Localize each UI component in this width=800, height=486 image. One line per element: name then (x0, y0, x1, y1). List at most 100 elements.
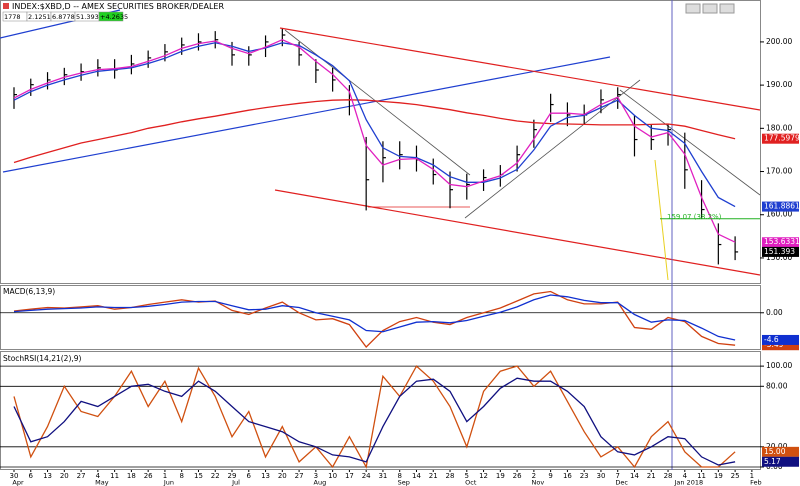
y-tick-label: 100.00 (766, 361, 792, 370)
x-tick-label: 5 (465, 472, 469, 480)
trendline (619, 89, 761, 196)
quote-value: 1778 (4, 13, 21, 21)
trendlines (0, 0, 761, 470)
x-tick-label: 19 (714, 472, 723, 480)
series-line (13, 42, 736, 208)
value-chip: -4.6 (764, 335, 779, 344)
value-chip-bg (762, 446, 799, 457)
y-tick-label: 150.00 (766, 253, 792, 262)
x-tick-label: 14 (630, 472, 639, 480)
x-tick-label: 11 (697, 472, 706, 480)
x-tick-label: 4 (683, 472, 688, 480)
month-label: Sep (398, 479, 410, 486)
trendline (279, 27, 761, 111)
x-tick-label: 9 (548, 472, 552, 480)
x-tick-label: 3 (314, 472, 318, 480)
x-tick-label: 22 (211, 472, 220, 480)
x-tick-label: 10 (328, 472, 337, 480)
x-tick-label: 2 (532, 472, 536, 480)
control-button[interactable] (719, 3, 735, 14)
annotation: 159.07 (38.2%) (667, 213, 722, 221)
value-chip: 153.6331 (764, 237, 800, 246)
x-tick-label: 26 (513, 472, 522, 480)
x-tick-label: 16 (563, 472, 572, 480)
x-tick-label: 30 (596, 472, 605, 480)
value-chip-bg (762, 334, 799, 345)
month-label: Jun (163, 479, 174, 486)
month-label: Oct (465, 479, 477, 486)
y-tick-label: 20.00 (766, 442, 788, 451)
stochrsi-panel (0, 351, 761, 470)
x-tick-label: 29 (228, 472, 237, 480)
x-tick-label: 6 (29, 472, 34, 480)
x-tick-label: 26 (144, 472, 153, 480)
window-controls (685, 3, 735, 14)
trendline (274, 189, 761, 276)
control-button[interactable] (685, 3, 701, 14)
x-tick-label: 8 (397, 472, 401, 480)
panel-label: MACD(6,13,9) (3, 287, 55, 296)
x-tick-label: 13 (261, 472, 270, 480)
x-tick-label: 19 (496, 472, 505, 480)
series-line (13, 377, 736, 466)
price-panel (0, 0, 761, 284)
series-line (13, 99, 736, 164)
month-label: Feb (750, 479, 762, 486)
title-icon (3, 3, 9, 9)
x-tick-label: 13 (43, 472, 52, 480)
x-tick-label: 21 (647, 472, 656, 480)
value-chip-bg (762, 201, 799, 212)
month-label: Dec (615, 479, 628, 486)
x-tick-label: 28 (446, 472, 455, 480)
series-line (13, 38, 736, 243)
x-tick-label: 8 (179, 472, 183, 480)
value-chip: 151.393 (764, 247, 795, 256)
x-tick-label: 17 (345, 472, 354, 480)
value-chip-bg (762, 456, 799, 467)
x-tick-label: 1 (750, 472, 754, 480)
trendline (2, 56, 611, 173)
value-chip-bg (762, 133, 799, 144)
trendline (654, 159, 669, 281)
x-tick-label: 4 (96, 472, 101, 480)
x-tick-label: 31 (378, 472, 387, 480)
x-tick-label: 27 (77, 472, 86, 480)
quote-value: 51.393 (76, 13, 99, 21)
value-chip-bg (762, 237, 799, 248)
series-line (13, 294, 736, 341)
x-tick-label: 15 (194, 472, 203, 480)
month-label: Jul (231, 479, 240, 486)
quote-cell (98, 11, 124, 22)
y-tick-label: 170.00 (766, 167, 792, 176)
x-tick-label: 21 (429, 472, 438, 480)
x-tick-label: 1 (163, 472, 167, 480)
value-chip: 161.8861 (764, 202, 800, 211)
value-chip-bg (762, 340, 799, 351)
value-chip: 5.17 (764, 457, 781, 466)
quote-value: 2.1251 (28, 13, 51, 21)
x-tick-label: 12 (479, 472, 488, 480)
y-tick-label: 190.00 (766, 80, 792, 89)
value-chip-bg (762, 246, 799, 257)
month-label: May (95, 479, 109, 486)
y-tick-label: 180.00 (766, 123, 792, 132)
x-tick-label: 27 (295, 472, 304, 480)
y-tick-label: 160.00 (766, 210, 792, 219)
y-tick-label: 0.00 (766, 308, 783, 317)
month-label: Nov (532, 479, 545, 486)
x-tick-label: 30 (10, 472, 19, 480)
control-button[interactable] (702, 3, 718, 14)
x-tick-label: 20 (60, 472, 69, 480)
macd-panel (0, 285, 761, 350)
value-chip: 15.00 (764, 447, 786, 456)
x-tick-label: 14 (412, 472, 421, 480)
x-tick-label: 23 (580, 472, 589, 480)
month-label: Jan 2018 (673, 479, 703, 486)
y-tick-label: 200.00 (766, 37, 792, 46)
x-tick-label: 7 (615, 472, 619, 480)
month-label: Aug (314, 479, 327, 486)
x-tick-label: 6 (247, 472, 252, 480)
quote-value: 6.8778 (52, 13, 75, 21)
quote-value: +4.2635 (100, 13, 128, 21)
